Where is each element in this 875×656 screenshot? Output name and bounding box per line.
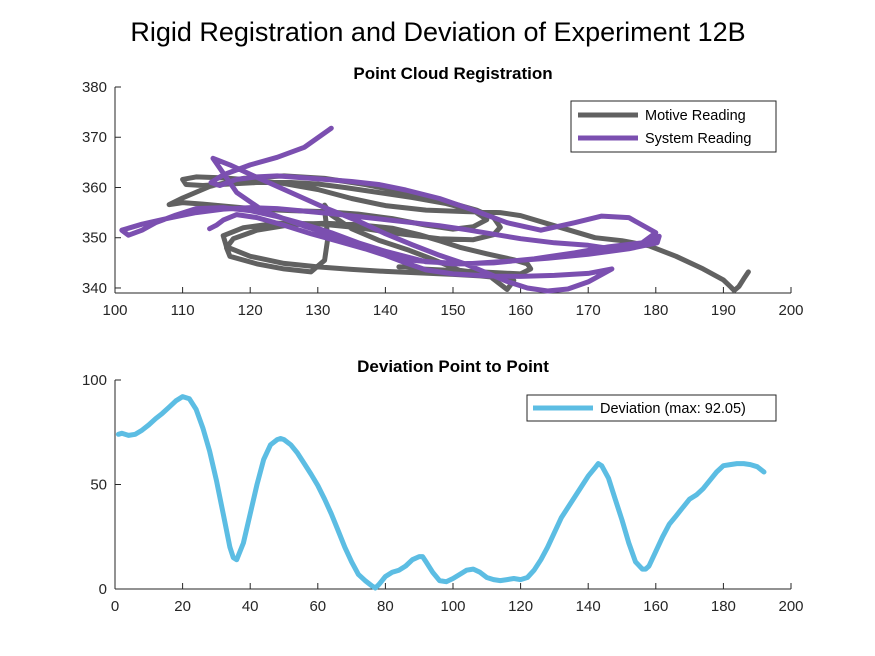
registration-x-tick-label: 140 [373,302,398,319]
legend-label-deviation: Deviation (max: 92.05) [600,401,746,417]
registration-x-tick-label: 100 [102,302,127,319]
registration-series [119,125,751,294]
deviation-x-tick-label: 160 [643,598,668,615]
legend-label-system-reading: System Reading [645,131,751,147]
registration-y-tick-label: 360 [82,179,107,196]
registration-x-tick-label: 170 [576,302,601,319]
series-line-deviation-max-92-05 [115,394,767,591]
deviation-x-tick-label: 180 [711,598,736,615]
registration-x-tick-label: 120 [238,302,263,319]
figure-title: Rigid Registration and Deviation of Expe… [130,17,745,47]
deviation-x-tick-label: 0 [111,598,119,615]
deviation-x-tick-label: 120 [508,598,533,615]
registration-x-tick-label: 190 [711,302,736,319]
registration-x-tick-label: 150 [440,302,465,319]
deviation-x-tick-label: 100 [440,598,465,615]
deviation-x-tick-label: 60 [309,598,326,615]
deviation-axes: Deviation Point to Point 0 20 40 60 80 100 120… [82,357,804,615]
registration-x-tick-label: 110 [171,302,195,319]
deviation-legend: Deviation (max: 92.05) [526,394,777,422]
registration-x-tick-label: 180 [643,302,668,319]
deviation-x-tick-label: 140 [576,598,601,615]
deviation-x-tick-label: 200 [778,598,803,615]
registration-x-tick-label: 160 [508,302,533,319]
deviation-ticks: 0 20 40 60 80 100 120 140 160 180 200 0 50 100 [82,372,804,615]
series-line-system-reading [119,125,662,294]
deviation-x-tick-label: 20 [174,598,191,615]
deviation-y-tick-label: 0 [99,581,107,598]
legend-label-motive-reading: Motive Reading [645,108,746,124]
deviation-y-tick-label: 100 [82,372,107,389]
registration-x-tick-label: 130 [305,302,330,319]
registration-y-tick-label: 380 [82,79,107,96]
deviation-series [115,394,767,591]
deviation-x-tick-label: 40 [242,598,259,615]
registration-y-tick-label: 340 [82,280,107,297]
deviation-title: Deviation Point to Point [357,357,549,376]
registration-legend: Motive Reading System Reading [570,100,777,153]
point-cloud-registration-title: Point Cloud Registration [353,64,552,83]
point-cloud-registration-axes: Point Cloud Registration 100 110 120 130 140… [82,64,804,319]
deviation-y-tick-label: 50 [90,477,107,494]
registration-ticks: 100 110 120 130 140 150 160 170 180 190 200 340 350 3… [82,79,804,319]
registration-legend-box [570,100,777,153]
series-line-motive-reading [166,173,751,293]
registration-y-tick-label: 350 [82,230,107,247]
deviation-x-tick-label: 80 [377,598,394,615]
registration-y-tick-label: 370 [82,129,107,146]
registration-x-tick-label: 200 [778,302,803,319]
